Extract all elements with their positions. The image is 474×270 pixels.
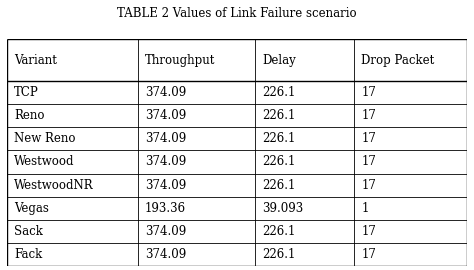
Text: 39.093: 39.093 xyxy=(262,202,303,215)
Text: 226.1: 226.1 xyxy=(262,132,296,145)
Text: 17: 17 xyxy=(361,156,376,168)
Text: 226.1: 226.1 xyxy=(262,109,296,122)
Text: 17: 17 xyxy=(361,178,376,192)
Text: Westwood: Westwood xyxy=(14,156,74,168)
Text: 374.09: 374.09 xyxy=(145,109,186,122)
Text: 17: 17 xyxy=(361,109,376,122)
Text: TABLE 2 Values of Link Failure scenario: TABLE 2 Values of Link Failure scenario xyxy=(117,7,357,20)
Text: 374.09: 374.09 xyxy=(145,225,186,238)
Text: Vegas: Vegas xyxy=(14,202,49,215)
Text: Reno: Reno xyxy=(14,109,45,122)
Text: WestwoodNR: WestwoodNR xyxy=(14,178,94,192)
Text: Variant: Variant xyxy=(14,54,57,67)
Text: 17: 17 xyxy=(361,132,376,145)
Text: 374.09: 374.09 xyxy=(145,156,186,168)
Text: TCP: TCP xyxy=(14,86,39,99)
Text: Throughput: Throughput xyxy=(145,54,215,67)
Text: 374.09: 374.09 xyxy=(145,248,186,261)
Text: New Reno: New Reno xyxy=(14,132,75,145)
Text: 374.09: 374.09 xyxy=(145,178,186,192)
Text: 226.1: 226.1 xyxy=(262,156,296,168)
Text: 193.36: 193.36 xyxy=(145,202,186,215)
Text: 226.1: 226.1 xyxy=(262,178,296,192)
Text: Delay: Delay xyxy=(262,54,296,67)
Text: 17: 17 xyxy=(361,86,376,99)
Text: Sack: Sack xyxy=(14,225,43,238)
Text: 1: 1 xyxy=(361,202,368,215)
Text: 374.09: 374.09 xyxy=(145,132,186,145)
Text: Drop Packet: Drop Packet xyxy=(361,54,434,67)
Text: 17: 17 xyxy=(361,225,376,238)
Text: 374.09: 374.09 xyxy=(145,86,186,99)
Text: Fack: Fack xyxy=(14,248,42,261)
Text: 226.1: 226.1 xyxy=(262,86,296,99)
Text: 226.1: 226.1 xyxy=(262,225,296,238)
Text: 17: 17 xyxy=(361,248,376,261)
Text: 226.1: 226.1 xyxy=(262,248,296,261)
